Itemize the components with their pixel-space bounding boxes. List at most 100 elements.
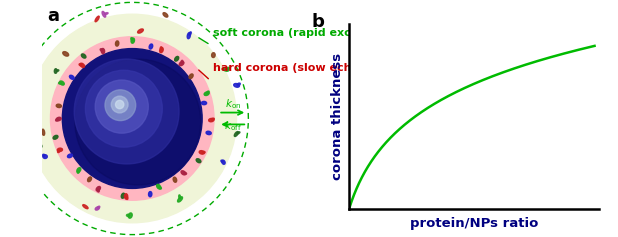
Ellipse shape — [34, 71, 36, 75]
Text: soft corona (rapid exchange): soft corona (rapid exchange) — [213, 27, 394, 37]
Ellipse shape — [207, 91, 209, 94]
Ellipse shape — [37, 143, 42, 147]
Ellipse shape — [234, 132, 239, 137]
Circle shape — [28, 14, 237, 223]
Ellipse shape — [80, 63, 85, 67]
Ellipse shape — [95, 207, 99, 210]
Ellipse shape — [100, 49, 103, 51]
Ellipse shape — [202, 151, 205, 153]
Circle shape — [105, 90, 136, 121]
Ellipse shape — [159, 187, 161, 189]
Ellipse shape — [211, 53, 215, 58]
Ellipse shape — [160, 47, 162, 50]
Ellipse shape — [237, 132, 240, 134]
Ellipse shape — [221, 160, 223, 162]
Ellipse shape — [159, 48, 163, 53]
Ellipse shape — [88, 177, 91, 182]
Ellipse shape — [63, 52, 69, 56]
Ellipse shape — [126, 197, 128, 199]
Text: hard corona (slow echange): hard corona (slow echange) — [213, 63, 387, 73]
Ellipse shape — [124, 194, 128, 199]
Ellipse shape — [129, 213, 132, 218]
Ellipse shape — [36, 142, 39, 145]
Ellipse shape — [67, 154, 72, 158]
Ellipse shape — [222, 160, 225, 164]
Ellipse shape — [173, 177, 177, 182]
Text: $\mathit{k}_{\rm off}$: $\mathit{k}_{\rm off}$ — [224, 120, 242, 133]
Ellipse shape — [127, 214, 130, 216]
Ellipse shape — [201, 101, 206, 105]
Ellipse shape — [59, 82, 61, 84]
Ellipse shape — [175, 56, 179, 61]
Ellipse shape — [98, 206, 99, 208]
Ellipse shape — [177, 197, 182, 202]
Ellipse shape — [98, 189, 99, 192]
Ellipse shape — [56, 70, 59, 71]
Ellipse shape — [77, 168, 81, 172]
Ellipse shape — [184, 172, 187, 174]
Text: $\mathit{k}_{\rm on}$: $\mathit{k}_{\rm on}$ — [224, 97, 241, 111]
Ellipse shape — [131, 38, 133, 40]
Ellipse shape — [206, 131, 211, 135]
Ellipse shape — [96, 187, 101, 191]
Ellipse shape — [42, 129, 44, 135]
Ellipse shape — [43, 154, 45, 157]
Ellipse shape — [163, 13, 168, 17]
Ellipse shape — [116, 41, 119, 46]
Ellipse shape — [54, 69, 57, 73]
Circle shape — [51, 37, 214, 200]
Circle shape — [116, 100, 124, 109]
Ellipse shape — [204, 92, 209, 96]
Ellipse shape — [104, 13, 108, 14]
Ellipse shape — [179, 195, 180, 199]
Ellipse shape — [187, 33, 190, 39]
Ellipse shape — [95, 16, 99, 22]
Circle shape — [111, 96, 128, 113]
Ellipse shape — [189, 74, 193, 79]
Ellipse shape — [56, 117, 61, 121]
Ellipse shape — [181, 171, 185, 175]
Ellipse shape — [211, 118, 214, 120]
Ellipse shape — [30, 97, 35, 102]
Ellipse shape — [223, 68, 229, 71]
Ellipse shape — [237, 83, 240, 86]
Ellipse shape — [79, 64, 82, 66]
Circle shape — [62, 49, 202, 188]
Ellipse shape — [56, 119, 58, 121]
Ellipse shape — [199, 151, 205, 154]
Ellipse shape — [196, 159, 201, 163]
Ellipse shape — [209, 118, 214, 122]
Ellipse shape — [131, 38, 135, 43]
Ellipse shape — [59, 81, 64, 85]
Ellipse shape — [179, 62, 184, 66]
X-axis label: protein/NPs ratio: protein/NPs ratio — [410, 217, 538, 230]
Ellipse shape — [77, 170, 79, 173]
Ellipse shape — [43, 155, 48, 159]
Ellipse shape — [121, 193, 125, 198]
Ellipse shape — [156, 184, 161, 189]
Ellipse shape — [53, 135, 58, 139]
Ellipse shape — [234, 83, 239, 87]
Ellipse shape — [57, 150, 60, 153]
Ellipse shape — [82, 54, 86, 58]
Ellipse shape — [33, 97, 36, 99]
Ellipse shape — [226, 67, 230, 70]
Ellipse shape — [101, 49, 104, 54]
Ellipse shape — [38, 131, 41, 137]
Ellipse shape — [83, 205, 88, 209]
Ellipse shape — [35, 72, 38, 78]
Ellipse shape — [56, 104, 61, 108]
Ellipse shape — [57, 148, 62, 151]
Circle shape — [74, 59, 179, 164]
Ellipse shape — [189, 32, 192, 35]
Ellipse shape — [69, 75, 74, 79]
Circle shape — [95, 80, 148, 133]
Text: a: a — [47, 7, 59, 25]
Ellipse shape — [181, 60, 183, 63]
Ellipse shape — [138, 29, 143, 33]
Ellipse shape — [149, 44, 153, 49]
Y-axis label: corona thickness: corona thickness — [331, 53, 344, 180]
Circle shape — [75, 59, 201, 185]
Text: b: b — [311, 13, 324, 31]
Ellipse shape — [148, 191, 152, 197]
